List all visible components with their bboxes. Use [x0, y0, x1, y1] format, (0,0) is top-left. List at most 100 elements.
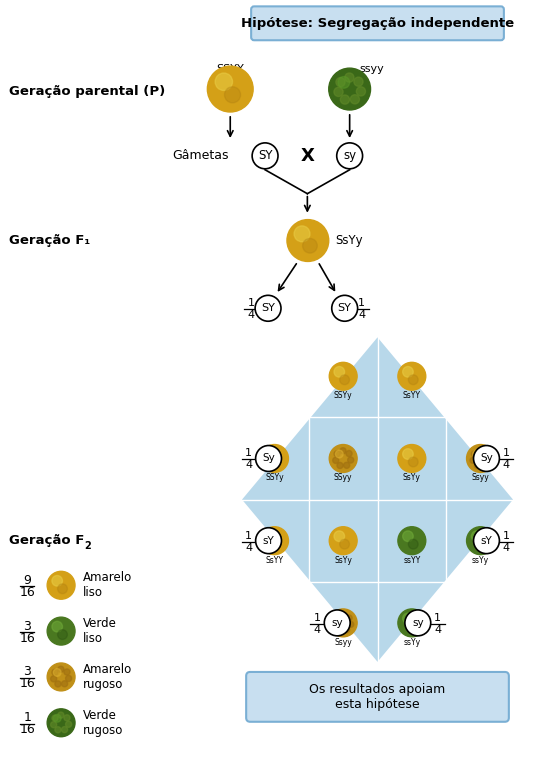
Circle shape — [402, 366, 413, 377]
Text: SY: SY — [261, 303, 275, 313]
Circle shape — [467, 445, 494, 472]
Text: Geração F₁: Geração F₁ — [10, 234, 91, 247]
Circle shape — [333, 622, 339, 628]
Circle shape — [260, 445, 288, 472]
Text: ssyy: ssyy — [359, 65, 385, 74]
Circle shape — [65, 721, 72, 727]
Text: SsYy: SsYy — [336, 234, 363, 247]
Circle shape — [53, 714, 61, 722]
Text: Geração parental (P): Geração parental (P) — [10, 84, 165, 98]
Circle shape — [354, 77, 363, 86]
Circle shape — [336, 78, 345, 87]
Text: ssYY: ssYY — [403, 555, 420, 564]
Text: Sy: Sy — [480, 453, 493, 463]
Circle shape — [481, 462, 487, 468]
Text: 1: 1 — [503, 449, 510, 458]
Text: SSYY: SSYY — [216, 65, 244, 74]
Text: Amarelo
rugoso: Amarelo rugoso — [83, 663, 132, 691]
Text: 1: 1 — [358, 298, 365, 308]
Circle shape — [346, 615, 352, 621]
Text: 1: 1 — [314, 613, 321, 623]
Text: 4: 4 — [245, 461, 252, 471]
Text: Sy: Sy — [262, 453, 275, 463]
Circle shape — [271, 457, 281, 467]
Circle shape — [53, 669, 61, 677]
Circle shape — [470, 457, 476, 463]
Circle shape — [335, 450, 343, 458]
Circle shape — [225, 87, 240, 103]
Circle shape — [55, 681, 61, 687]
Circle shape — [344, 462, 350, 468]
Circle shape — [338, 77, 349, 88]
Circle shape — [356, 87, 366, 96]
Circle shape — [473, 450, 481, 458]
Circle shape — [402, 449, 413, 459]
Circle shape — [334, 615, 340, 621]
Circle shape — [334, 451, 340, 457]
Circle shape — [266, 449, 276, 459]
Text: Amarelo
liso: Amarelo liso — [83, 571, 132, 599]
Circle shape — [52, 669, 58, 675]
Circle shape — [58, 712, 64, 718]
Circle shape — [337, 462, 343, 468]
Circle shape — [473, 528, 499, 554]
Circle shape — [51, 676, 56, 682]
Circle shape — [58, 666, 64, 672]
Text: sy: sy — [331, 618, 343, 628]
Circle shape — [477, 448, 484, 454]
Circle shape — [252, 143, 278, 169]
Circle shape — [477, 539, 487, 549]
Circle shape — [337, 627, 343, 633]
Text: Os resultados apoiam
esta hipótese: Os resultados apoiam esta hipótese — [309, 683, 446, 711]
Text: SSYy: SSYy — [334, 391, 353, 400]
Text: 1: 1 — [245, 449, 252, 458]
Text: 4: 4 — [503, 543, 510, 553]
Text: SsYy: SsYy — [403, 473, 421, 482]
Circle shape — [346, 451, 352, 457]
Circle shape — [55, 727, 61, 733]
Circle shape — [334, 531, 344, 541]
Circle shape — [333, 457, 339, 463]
Circle shape — [65, 675, 72, 681]
Text: Ssyy: Ssyy — [334, 638, 352, 647]
Circle shape — [398, 362, 426, 390]
Text: Verde
rugoso: Verde rugoso — [83, 709, 124, 737]
Circle shape — [474, 462, 480, 468]
Text: 3: 3 — [23, 620, 31, 633]
Circle shape — [398, 527, 426, 554]
Circle shape — [255, 445, 282, 472]
Text: 4: 4 — [358, 310, 365, 320]
Text: 4: 4 — [434, 625, 441, 635]
Circle shape — [348, 457, 354, 463]
Circle shape — [52, 575, 63, 586]
Circle shape — [334, 366, 344, 377]
Circle shape — [64, 715, 70, 721]
Text: 16: 16 — [20, 677, 35, 690]
Circle shape — [331, 296, 358, 321]
Circle shape — [260, 527, 288, 554]
Text: SsYy: SsYy — [334, 555, 352, 564]
Circle shape — [340, 539, 349, 549]
Circle shape — [340, 612, 346, 618]
Circle shape — [473, 445, 499, 472]
Circle shape — [51, 722, 56, 728]
Text: Verde
liso: Verde liso — [83, 617, 117, 645]
Text: 1: 1 — [245, 531, 252, 541]
Text: 1: 1 — [434, 613, 441, 623]
Text: sy: sy — [412, 618, 424, 628]
Circle shape — [294, 226, 310, 242]
Circle shape — [61, 727, 68, 733]
Polygon shape — [240, 335, 515, 664]
Circle shape — [47, 663, 75, 691]
FancyBboxPatch shape — [251, 6, 504, 40]
Circle shape — [335, 614, 343, 622]
Text: SsYY: SsYY — [266, 555, 283, 564]
Circle shape — [405, 610, 431, 636]
Circle shape — [398, 609, 426, 637]
Circle shape — [58, 584, 67, 594]
Circle shape — [409, 621, 418, 631]
Circle shape — [340, 375, 349, 385]
Text: 16: 16 — [20, 631, 35, 644]
Text: Gâmetas: Gâmetas — [172, 149, 229, 162]
Circle shape — [409, 539, 418, 549]
